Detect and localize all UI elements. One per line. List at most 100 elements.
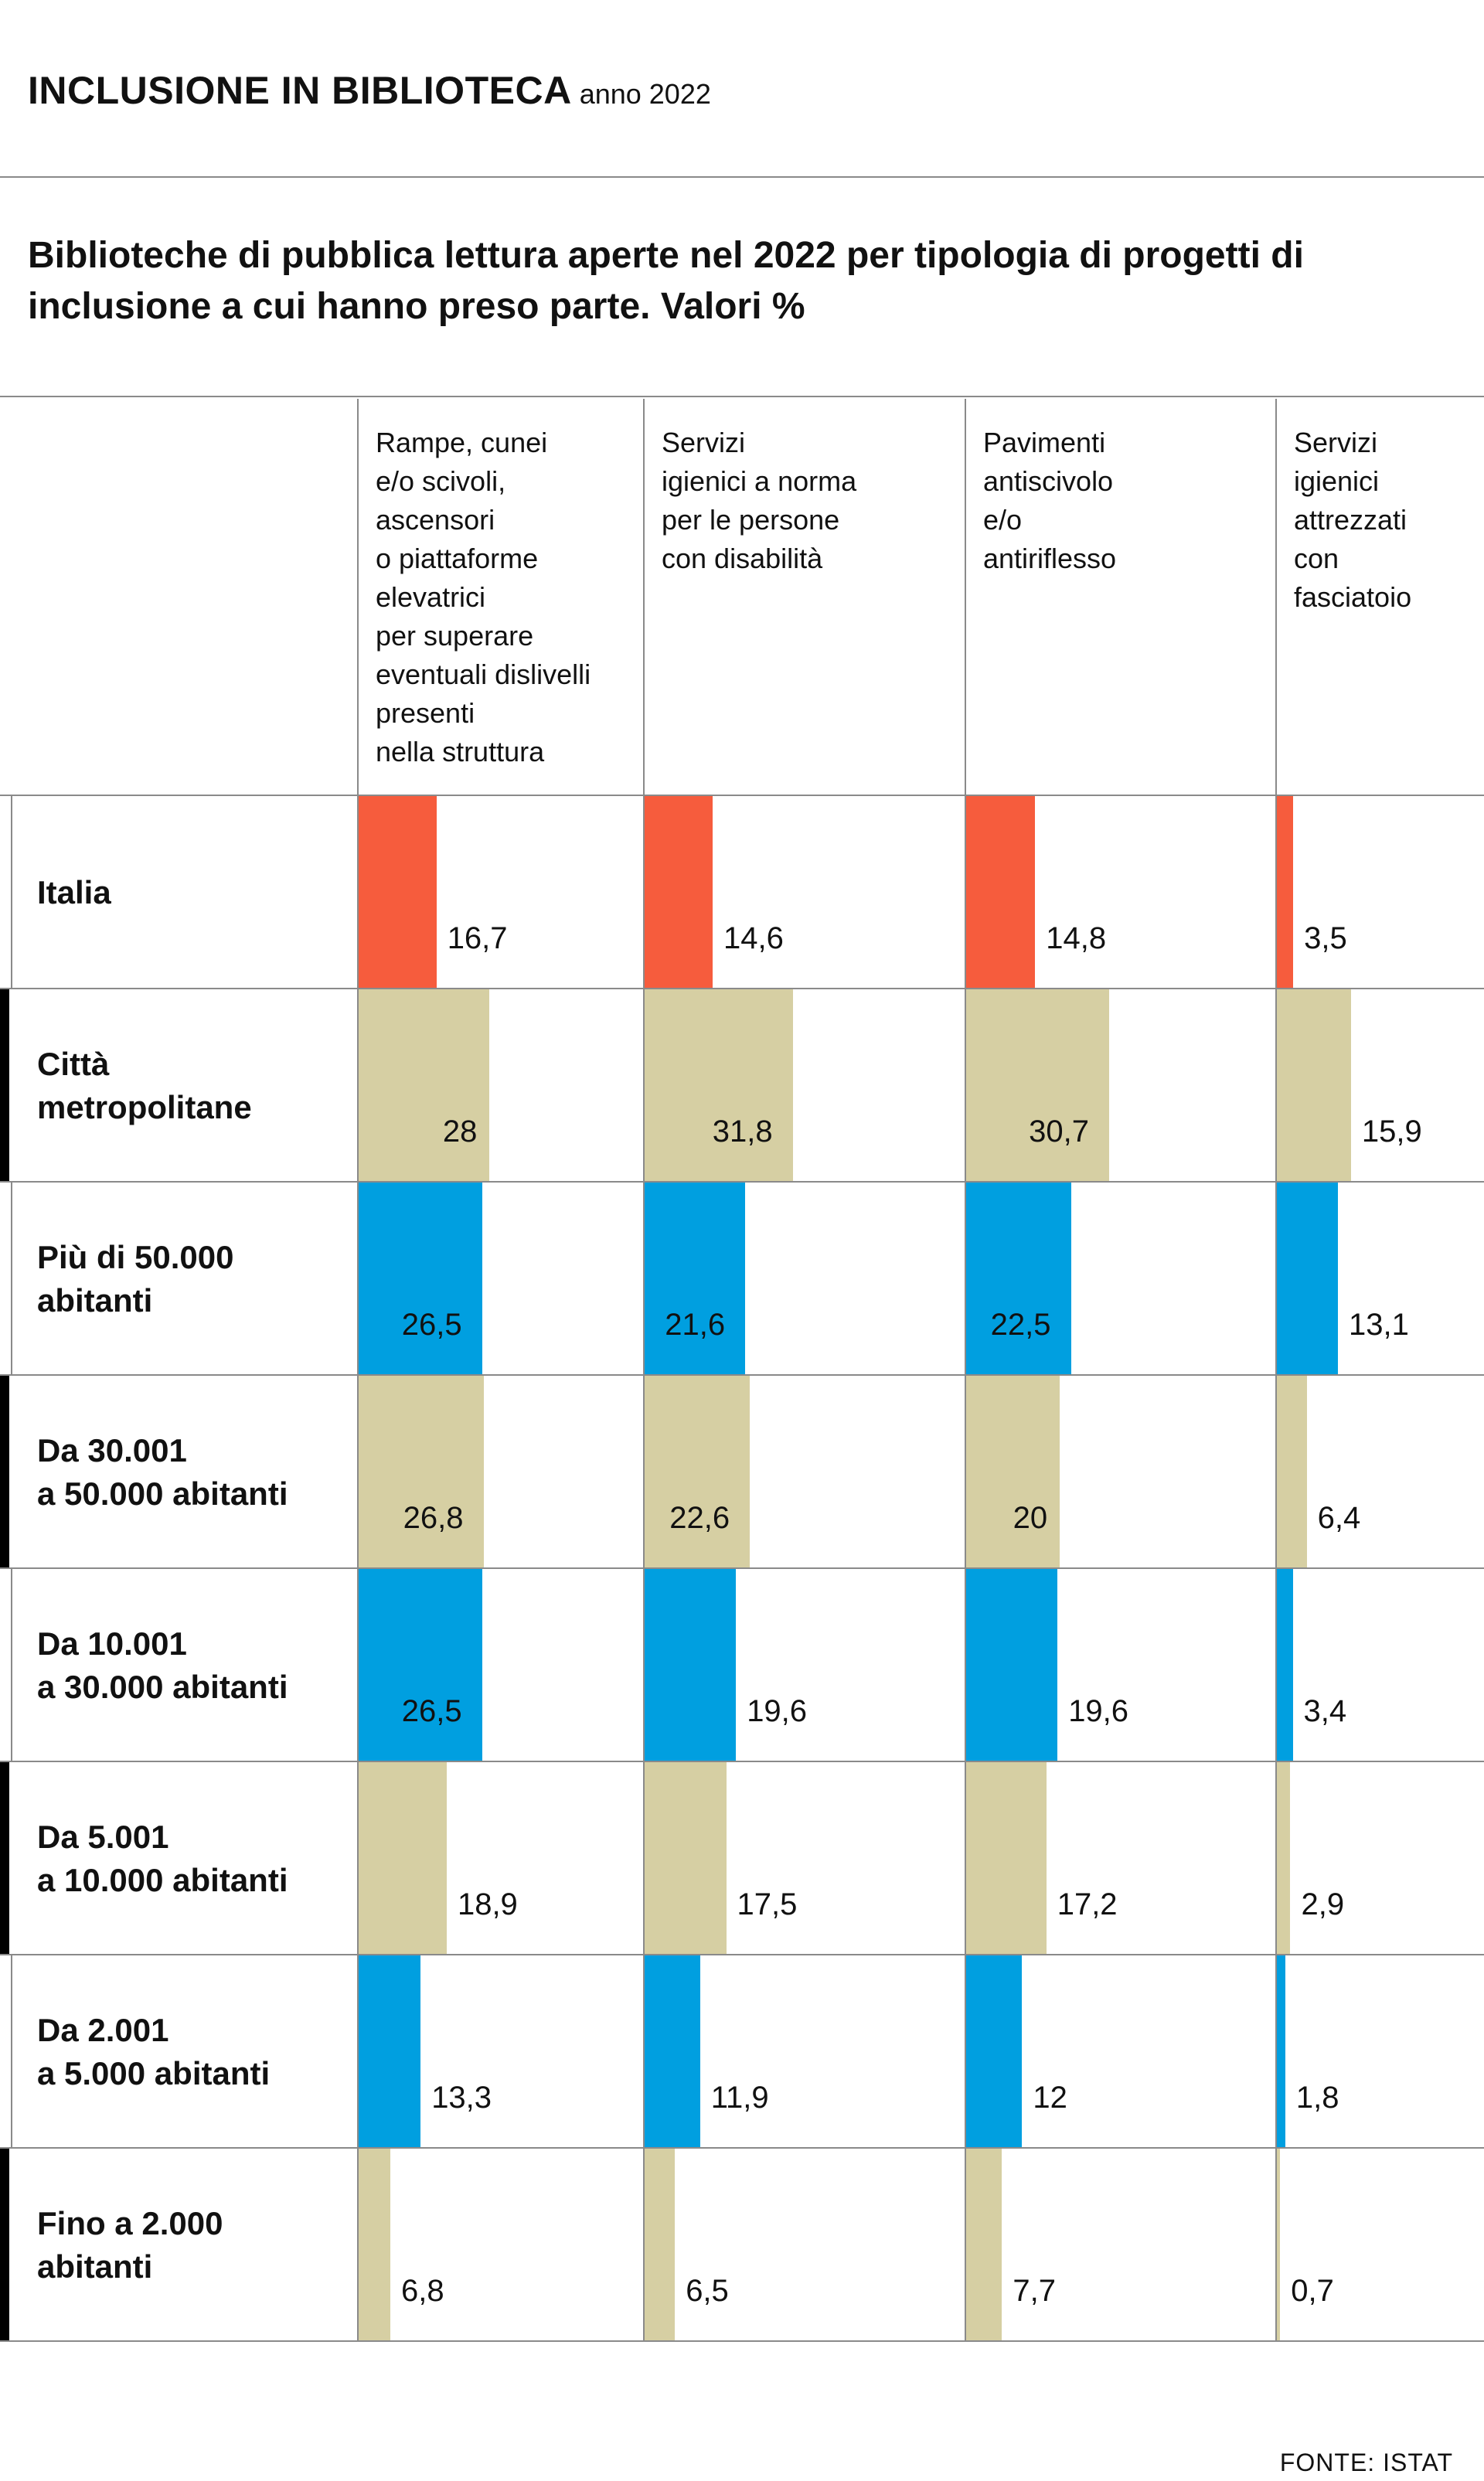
bar xyxy=(645,989,793,1181)
value-label: 11,9 xyxy=(710,2081,769,2115)
row-label: Più di 50.000 abitanti xyxy=(37,1239,234,1319)
row-divider xyxy=(0,1954,1484,1955)
bar xyxy=(359,1183,482,1374)
title-year: anno 2022 xyxy=(579,78,711,110)
bar xyxy=(966,1183,1071,1374)
value-label: 22,5 xyxy=(990,1308,1051,1342)
row-divider xyxy=(0,2340,1484,2342)
row-divider xyxy=(0,2147,1484,2149)
column-header: Pavimenti antiscivolo e/o antiriflesso xyxy=(983,427,1117,574)
value-label: 22,6 xyxy=(669,1501,730,1535)
column-header: Rampe, cunei e/o scivoli, ascensori o pi… xyxy=(376,427,591,767)
value-label: 26,8 xyxy=(403,1501,464,1535)
bar xyxy=(359,1376,484,1567)
bar xyxy=(1277,2149,1281,2340)
bar xyxy=(359,1955,421,2147)
row-label: Da 10.001 a 30.000 abitanti xyxy=(37,1625,288,1705)
row-label: Italia xyxy=(37,874,111,910)
bar xyxy=(359,1762,447,1954)
bar xyxy=(645,1955,700,2147)
value-label: 6,8 xyxy=(401,2274,444,2308)
bar xyxy=(1277,1183,1338,1374)
value-label: 21,6 xyxy=(665,1308,726,1342)
value-label: 31,8 xyxy=(712,1115,773,1149)
title-divider xyxy=(0,176,1484,178)
value-label: 3,5 xyxy=(1304,921,1347,955)
value-label: 14,8 xyxy=(1046,921,1107,955)
bar xyxy=(1277,1569,1293,1761)
bar xyxy=(966,1762,1047,1954)
value-label: 28 xyxy=(442,1115,478,1149)
value-label: 2,9 xyxy=(1301,1887,1345,1921)
bar xyxy=(645,796,713,988)
value-label: 13,3 xyxy=(431,2081,492,2115)
column-divider xyxy=(357,399,359,2340)
row-divider xyxy=(0,795,1484,796)
row-divider xyxy=(0,1567,1484,1569)
value-label: 14,6 xyxy=(723,921,784,955)
value-label: 1,8 xyxy=(1295,2081,1339,2115)
column-divider xyxy=(965,399,966,2340)
row-divider xyxy=(0,1181,1484,1183)
bar xyxy=(966,989,1110,1181)
bar xyxy=(645,1376,751,1567)
value-label: 18,9 xyxy=(457,1887,518,1921)
bar xyxy=(966,2149,1002,2340)
bar xyxy=(359,2149,390,2340)
bar xyxy=(966,1569,1058,1761)
column-divider xyxy=(1275,399,1277,2340)
bar xyxy=(359,989,489,1181)
column-header: Servizi igienici a norma per le persone … xyxy=(662,427,857,574)
row-divider xyxy=(0,988,1484,989)
column-divider xyxy=(643,399,645,2340)
bar xyxy=(966,1376,1060,1567)
row-accent-line xyxy=(11,1183,12,1374)
row-accent-bar xyxy=(0,989,9,1181)
bar xyxy=(966,1955,1023,2147)
value-label: 0,7 xyxy=(1291,2274,1334,2308)
bar xyxy=(645,1183,746,1374)
value-label: 6,4 xyxy=(1317,1501,1361,1535)
value-label: 16,7 xyxy=(447,921,508,955)
row-divider xyxy=(0,1374,1484,1376)
title-text: INCLUSIONE IN BIBLIOTECA xyxy=(28,69,572,112)
row-label: Da 2.001 a 5.000 abitanti xyxy=(37,2012,271,2091)
bar xyxy=(359,796,437,988)
bar xyxy=(1277,1376,1307,1567)
value-label: 15,9 xyxy=(1361,1115,1422,1149)
bar xyxy=(645,2149,676,2340)
value-label: 26,5 xyxy=(401,1308,462,1342)
bar xyxy=(1277,989,1351,1181)
value-label: 7,7 xyxy=(1013,2274,1057,2308)
value-label: 19,6 xyxy=(747,1694,808,1728)
value-label: 12 xyxy=(1033,2081,1067,2115)
bar xyxy=(1277,796,1294,988)
column-header: Servizi igienici attrezzati con fasciato… xyxy=(1294,427,1412,613)
header-divider xyxy=(0,396,1484,397)
bar xyxy=(966,796,1036,988)
value-label: 13,1 xyxy=(1348,1308,1409,1342)
value-label: 20 xyxy=(1013,1501,1048,1535)
row-accent-line xyxy=(11,796,12,988)
chart-subtitle: Biblioteche di pubblica lettura aperte n… xyxy=(28,235,1304,327)
bar xyxy=(359,1569,482,1761)
value-label: 3,4 xyxy=(1303,1694,1347,1728)
row-accent-line xyxy=(11,1955,12,2147)
bar xyxy=(1277,1762,1291,1954)
row-label: Città metropolitane xyxy=(37,1046,252,1125)
row-accent-bar xyxy=(0,2149,9,2340)
value-label: 17,2 xyxy=(1057,1887,1118,1921)
row-label: Da 30.001 a 50.000 abitanti xyxy=(37,1432,288,1512)
value-label: 19,6 xyxy=(1068,1694,1129,1728)
value-label: 30,7 xyxy=(1029,1115,1089,1149)
value-label: 17,5 xyxy=(737,1887,798,1921)
row-accent-line xyxy=(11,1569,12,1761)
source-note: FONTE: ISTAT xyxy=(1279,2449,1453,2476)
bar xyxy=(645,1569,737,1761)
bar xyxy=(1277,1955,1285,2147)
value-label: 26,5 xyxy=(401,1694,462,1728)
bar xyxy=(645,1762,727,1954)
row-accent-bar xyxy=(0,1376,9,1567)
value-label: 6,5 xyxy=(686,2274,729,2308)
row-label: Da 5.001 a 10.000 abitanti xyxy=(37,1819,288,1898)
